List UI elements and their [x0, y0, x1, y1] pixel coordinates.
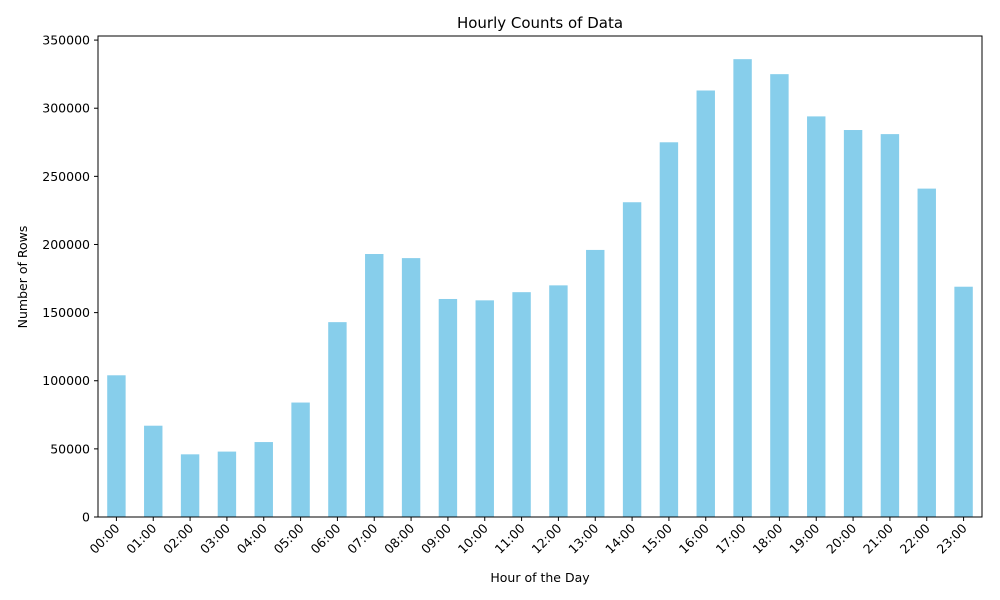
x-tick-label: 19:00	[786, 520, 822, 556]
x-tick-label: 08:00	[381, 520, 417, 556]
bar-1000	[475, 300, 494, 517]
x-tick-label: 01:00	[123, 520, 159, 556]
x-tick-label: 13:00	[565, 520, 601, 556]
bar-2200	[917, 188, 936, 518]
bar-1300	[586, 249, 605, 517]
x-tick-label: 17:00	[713, 520, 749, 556]
bar-1900	[807, 116, 826, 517]
x-tick-label: 18:00	[749, 520, 785, 556]
y-tick-label: 50000	[50, 441, 90, 456]
x-tick-label: 10:00	[455, 520, 491, 556]
x-tick-label: 12:00	[528, 520, 564, 556]
bar-1500	[659, 142, 679, 518]
y-axis: 0 50000 100000 150000 200000 250000 300000 3500…	[42, 33, 98, 525]
x-tick-label: 15:00	[639, 520, 675, 556]
bar-1100	[512, 292, 531, 517]
y-tick-label: 250000	[42, 169, 90, 184]
bar-0200	[180, 454, 200, 517]
x-tick-label: 20:00	[823, 520, 859, 556]
x-tick-label: 21:00	[860, 520, 896, 556]
x-tick-label: 16:00	[676, 520, 712, 556]
x-tick-label: 00:00	[86, 520, 122, 556]
x-axis: 00:00 01:00 02:00 03:00 04:00 05:00 06:00 07:00…	[86, 517, 970, 557]
x-tick-label: 03:00	[197, 520, 233, 556]
x-axis-label: Hour of the Day	[490, 570, 590, 585]
bar-2300	[954, 286, 973, 517]
bar-0400	[254, 442, 273, 517]
bar-0700	[365, 254, 384, 517]
bar-0800	[401, 258, 421, 517]
x-tick-label: 14:00	[602, 520, 638, 556]
chart-title: Hourly Counts of Data	[457, 14, 623, 32]
x-tick-label: 05:00	[271, 520, 307, 556]
bar-0100	[144, 425, 163, 517]
plot-frame	[97, 35, 983, 518]
y-tick-label: 200000	[42, 237, 90, 252]
y-tick-label: 350000	[42, 33, 90, 48]
bar-0600	[328, 322, 347, 517]
bar-2100	[880, 134, 900, 517]
x-tick-label: 09:00	[418, 520, 454, 556]
bar-2000	[843, 130, 863, 517]
bar-0900	[438, 298, 458, 517]
bar-1800	[770, 74, 789, 517]
x-tick-label: 02:00	[160, 520, 196, 556]
x-tick-label: 22:00	[897, 520, 933, 556]
bar-1400	[622, 202, 642, 517]
bars-group	[107, 59, 973, 518]
x-tick-label: 04:00	[234, 520, 270, 556]
bar-0500	[291, 402, 310, 517]
bar-0000	[107, 375, 126, 517]
x-tick-label: 11:00	[492, 520, 528, 556]
x-tick-label: 23:00	[934, 520, 970, 556]
y-tick-label: 0	[82, 510, 90, 525]
x-tick-label: 06:00	[307, 520, 343, 556]
y-axis-label: Number of Rows	[15, 226, 30, 329]
x-tick-label: 07:00	[344, 520, 380, 556]
y-tick-label: 100000	[42, 373, 90, 388]
y-tick-label: 300000	[42, 101, 90, 116]
y-tick-label: 150000	[42, 305, 90, 320]
bar-1200	[549, 285, 568, 517]
bar-1600	[696, 90, 715, 518]
bar-0300	[217, 451, 237, 517]
bar-1700	[733, 59, 752, 517]
